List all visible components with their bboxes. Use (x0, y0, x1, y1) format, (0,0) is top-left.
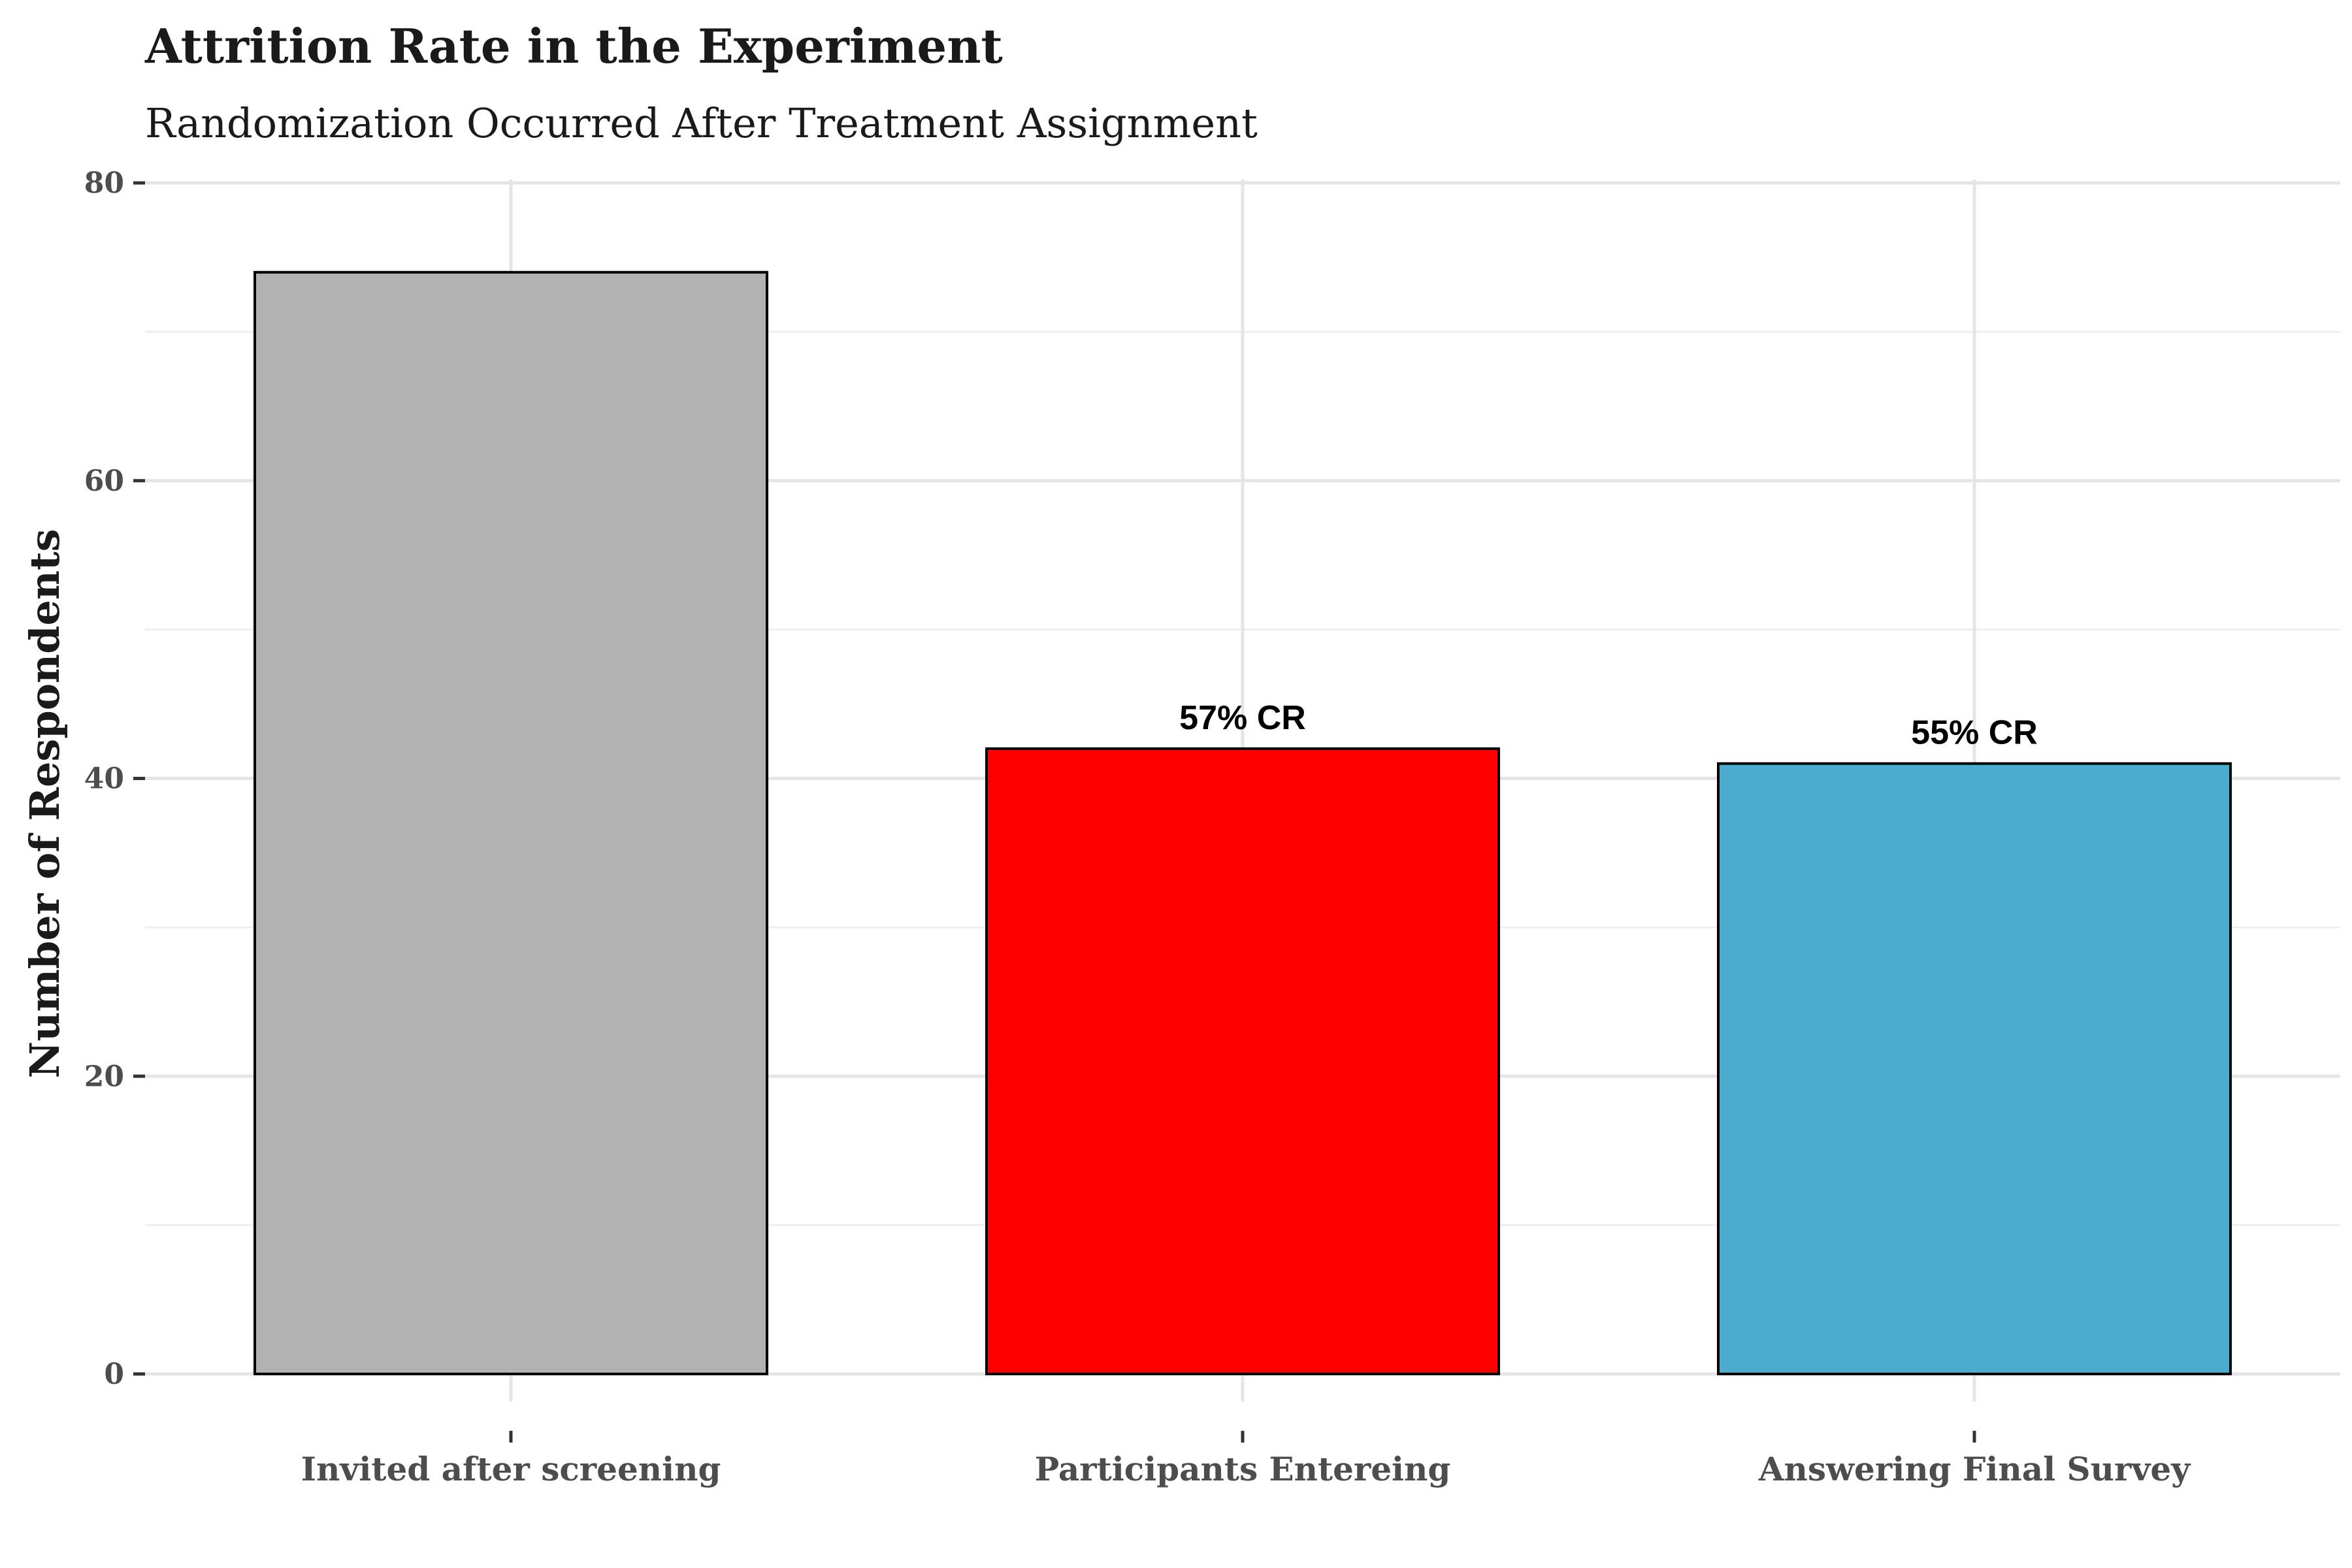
bars (253, 270, 2232, 1376)
y-axis-label: Number of Respondents (21, 529, 69, 1078)
bar-1 (253, 270, 768, 1376)
y-axis: 0 20 40 60 80 (84, 167, 145, 1391)
data-labels: 57% CR 55% CR (1179, 699, 2038, 752)
x-tick-label: Answering Final Survey (1758, 1450, 2192, 1488)
x-tick-label: Invited after screening (301, 1450, 721, 1488)
chart-title: Attrition Rate in the Experiment (144, 18, 1003, 74)
data-label-2: 57% CR (1179, 699, 1306, 737)
bar-3 (1717, 762, 2232, 1375)
y-tick-label: 60 (84, 465, 124, 498)
data-label-3: 55% CR (1911, 714, 2038, 752)
chart-subtitle: Randomization Occurred After Treatment A… (145, 99, 1258, 147)
x-axis: Invited after screening Participants Ente… (301, 1431, 2192, 1488)
bar-2 (985, 747, 1500, 1376)
y-tick-label: 80 (84, 167, 124, 200)
y-tick-label: 20 (84, 1060, 124, 1093)
y-tick-label: 40 (84, 762, 124, 796)
x-tick-label: Participants Entereing (1035, 1450, 1451, 1488)
y-tick-label: 0 (104, 1358, 124, 1391)
